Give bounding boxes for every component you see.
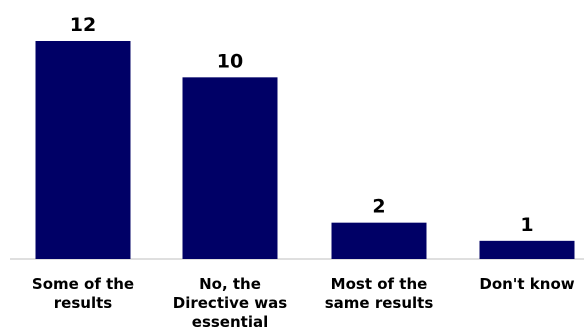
bar-4 [479, 240, 575, 259]
category-label-1: Some of the results [32, 275, 134, 312]
value-label-1: 12 [70, 14, 96, 36]
category-label-line: Directive was [173, 294, 288, 312]
value-label-3: 2 [372, 196, 385, 218]
bar-1 [35, 41, 131, 259]
category-label-4: Don't know [479, 275, 574, 293]
category-label-line: Some of the [32, 275, 134, 293]
category-label-line: Most of the [331, 275, 428, 293]
value-label-4: 1 [520, 214, 533, 236]
category-label-2: No, the Directive was essential [173, 275, 288, 331]
value-label-2: 10 [217, 50, 243, 72]
category-label-line: essential [192, 313, 268, 331]
category-labels-group: Some of the results No, the Directive was es… [32, 275, 575, 331]
bar-2 [182, 77, 278, 259]
category-label-line: same results [325, 294, 434, 312]
bars-group [35, 41, 575, 259]
category-label-line: Don't know [479, 275, 574, 293]
value-labels-group: 12 10 2 1 [70, 14, 534, 236]
category-label-line: results [54, 294, 112, 312]
category-label-3: Most of the same results [325, 275, 434, 312]
bar-3 [331, 222, 427, 259]
category-label-line: No, the [199, 275, 261, 293]
